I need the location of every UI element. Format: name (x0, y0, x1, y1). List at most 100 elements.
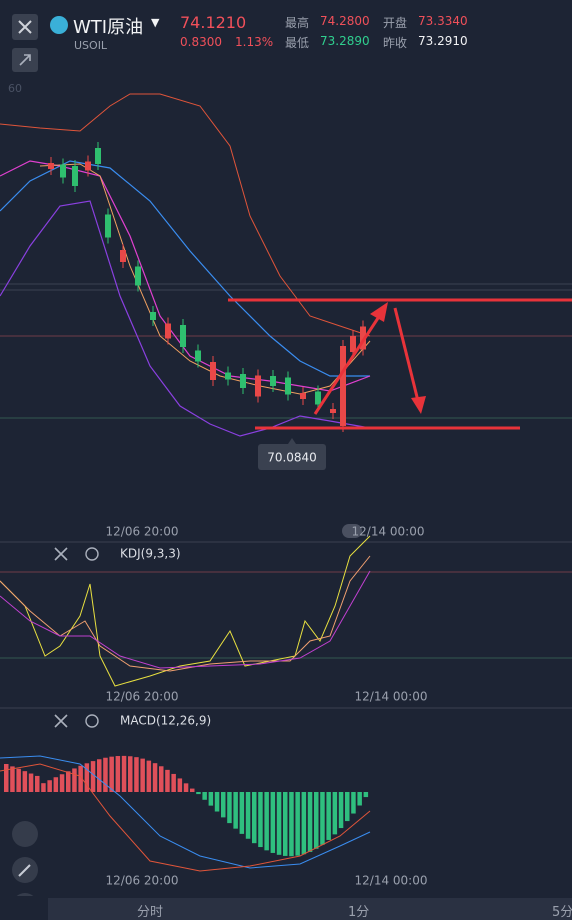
chart-decoration (115, 756, 121, 792)
chart-decoration (357, 792, 362, 806)
chart-decoration (134, 757, 139, 792)
stat-label: 最高 (285, 16, 310, 30)
chart-decoration (53, 777, 59, 792)
chart-decoration (128, 756, 133, 792)
chart-decoration (47, 780, 52, 792)
chart-decoration (85, 547, 99, 561)
chart-decoration (245, 792, 251, 839)
chart-decoration (97, 759, 102, 792)
chart-area: 60 70.0840 12/06 20:00 12/14 00:00 KDJ(9… (0, 82, 572, 896)
close-icon (18, 20, 32, 34)
chart-decoration (121, 755, 127, 792)
chart-decoration (227, 792, 232, 824)
chart-decoration (285, 377, 291, 395)
chart-decoration (85, 714, 99, 728)
chart-decoration (233, 792, 238, 829)
chart-decoration (105, 214, 111, 238)
chart-decoration (95, 148, 101, 164)
chart-decoration (180, 325, 186, 347)
chart-decoration (0, 93, 371, 337)
chart-decoration (190, 788, 195, 792)
chart-decoration (18, 20, 32, 34)
chart-decoration (313, 311, 384, 415)
chart-decoration (66, 771, 71, 792)
chart-decoration (210, 362, 216, 380)
symbol-code: USOIL (74, 39, 108, 52)
close-button[interactable] (12, 14, 38, 40)
chart-decoration (78, 765, 83, 792)
chart-decoration (22, 771, 28, 792)
label: 12/06 20:00 (106, 690, 179, 704)
timeframe-tab[interactable]: 5分 (552, 905, 572, 920)
chart-decoration (258, 444, 326, 470)
chart-decoration (239, 792, 245, 834)
chart-decoration (0, 535, 371, 687)
chart-decoration (10, 766, 15, 792)
chart-decoration (255, 375, 261, 397)
last-price: 74.1210 (180, 13, 247, 32)
stat-label: 开盘 (383, 16, 408, 30)
chart-decoration (320, 792, 325, 845)
chart-decoration (240, 374, 246, 388)
stat-label: 昨收 (383, 36, 408, 50)
dropdown-caret[interactable]: ▼ (151, 16, 160, 29)
chart-decoration (12, 821, 38, 847)
chart-decoration (202, 792, 207, 800)
chart-decoration (0, 570, 371, 669)
label: 12/14 00:00 (355, 690, 428, 704)
collapse-button[interactable] (12, 48, 38, 72)
chart-decoration (0, 200, 371, 437)
label: 12/06 20:00 (106, 874, 179, 888)
chart-decoration (165, 769, 170, 792)
chart-decoration (72, 166, 78, 186)
chart-decoration (221, 792, 226, 818)
chart-decoration (283, 792, 288, 856)
chart-decoration (140, 758, 145, 792)
chart-decoration (120, 250, 126, 262)
chart-decoration (19, 54, 31, 66)
timeframe-tab[interactable]: 分时 (137, 905, 164, 920)
chart-decoration (135, 266, 141, 286)
timeframe-tab[interactable]: 1分 (348, 905, 370, 920)
symbol-icon (50, 16, 68, 34)
chart-decoration (196, 792, 201, 795)
chart-decoration (351, 792, 356, 814)
timeframe-bar (48, 898, 572, 920)
symbol-name[interactable]: WTI原油 (73, 17, 144, 38)
chart-decoration (103, 757, 108, 792)
chart-decoration (48, 142, 366, 432)
chart-decoration (345, 792, 350, 822)
chart-decoration (276, 792, 282, 855)
chart-decoration (0, 763, 371, 872)
stat-label: 最低 (285, 36, 310, 50)
chart-decoration (252, 792, 257, 844)
label: MACD(12,26,9) (120, 714, 211, 728)
chart-decoration (270, 376, 276, 386)
chart-decoration (39, 163, 371, 395)
chart-decoration (0, 555, 371, 672)
chart-decoration (54, 547, 68, 561)
chart-decoration (146, 760, 152, 792)
chart-decoration (208, 792, 214, 806)
chart-decoration (48, 163, 54, 169)
chart-decoration (195, 350, 201, 362)
chart-decoration (0, 160, 370, 377)
chart-decoration (159, 766, 164, 792)
chart-decoration (28, 773, 34, 792)
chart-decoration (307, 792, 313, 852)
chart-decoration (16, 893, 34, 896)
chart-decoration (300, 393, 306, 399)
chart-decoration (177, 778, 183, 792)
chart-decoration (338, 792, 344, 829)
chart-decoration (270, 792, 276, 853)
chart-decoration (18, 864, 31, 877)
chart-decoration (258, 792, 263, 848)
stat-value: 73.3340 (418, 14, 468, 28)
chart-decoration (35, 775, 40, 792)
chart-decoration (84, 763, 90, 792)
chart-decoration (295, 792, 300, 856)
chart-decoration (342, 524, 362, 538)
chart-decoration (363, 792, 369, 798)
collapse-icon (19, 54, 31, 66)
chart-decoration (41, 783, 46, 792)
